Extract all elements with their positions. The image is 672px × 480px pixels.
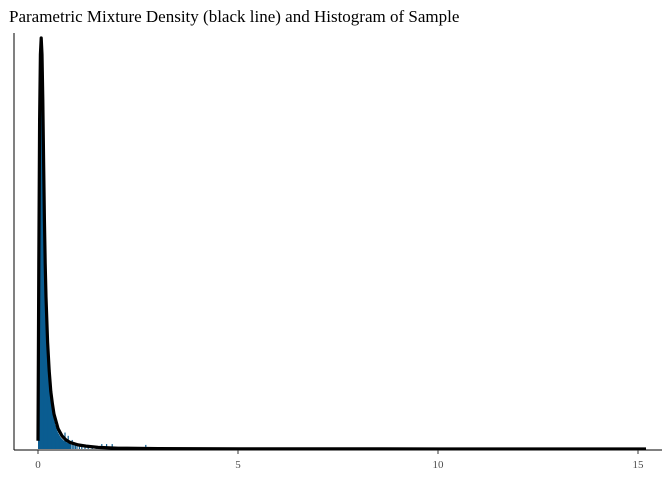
histogram-bar (81, 446, 83, 449)
histogram-bar (41, 38, 43, 449)
histogram-bar (74, 444, 76, 449)
histogram-bar (84, 446, 86, 449)
density-curve-group (36, 36, 647, 451)
histogram-bar (54, 421, 56, 449)
histogram-bar (56, 430, 58, 449)
histogram-bar (73, 444, 75, 449)
histogram-bar (49, 383, 51, 449)
histogram-bar (50, 401, 52, 449)
x-tick-label: 0 (35, 459, 41, 471)
histogram-bar (66, 442, 68, 449)
histogram-bar (40, 54, 42, 449)
histogram-bar (61, 438, 63, 449)
histogram-bar (47, 354, 49, 449)
histogram-bar (43, 181, 45, 449)
histogram-bar (68, 443, 70, 449)
histogram-bar (42, 120, 44, 449)
histogram-bars (38, 38, 147, 450)
histogram-bar (53, 418, 55, 449)
histogram-bar (54, 425, 56, 449)
histogram-bar (63, 440, 65, 449)
histogram-bar (65, 441, 67, 449)
histogram-bar (44, 235, 46, 449)
x-axis-ticks: 0 5 10 15 (35, 450, 644, 471)
histogram-bar (62, 439, 64, 449)
histogram-bar (58, 435, 60, 449)
x-tick-label: 10 (433, 459, 445, 471)
histogram-bar (55, 427, 57, 449)
histogram-bar (45, 276, 47, 449)
histogram-bar (66, 442, 68, 449)
histogram-bar (46, 309, 48, 449)
histogram-bar (48, 370, 50, 449)
histogram-bar (59, 436, 61, 449)
histogram-bar (57, 432, 59, 449)
x-tick-label: 15 (633, 459, 645, 471)
histogram-bar (52, 414, 54, 449)
histogram-bar (50, 393, 52, 449)
histogram-bar (42, 66, 44, 450)
density-line (36, 36, 647, 451)
histogram-bar (69, 443, 71, 449)
histogram-bar (76, 445, 78, 449)
histogram-bar (58, 433, 60, 449)
x-tick-label: 5 (235, 459, 241, 471)
histogram-bar (78, 445, 80, 449)
chart-title: Parametric Mixture Density (black line) … (9, 7, 459, 26)
histogram-bar (70, 444, 72, 449)
histogram-bar (60, 437, 62, 449)
histogram-bar (51, 407, 53, 449)
histogram-bar (62, 440, 64, 449)
histogram-bar (46, 333, 48, 449)
